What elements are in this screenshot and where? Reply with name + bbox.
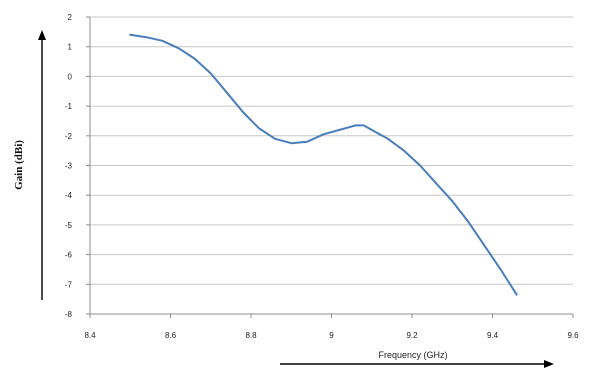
x-tick-label: 8.6 (165, 331, 177, 340)
y-tick-label: -3 (65, 162, 73, 171)
x-tick-label: 8.8 (245, 331, 257, 340)
x-tick-label: 9.6 (567, 331, 579, 340)
x-axis-arrow (280, 360, 554, 368)
y-axis-arrow (38, 30, 46, 300)
y-tick-label: -6 (65, 251, 73, 260)
y-tick-label: -4 (65, 191, 73, 200)
x-axis-title: Frequency (GHz) (378, 350, 447, 360)
data-series (129, 33, 518, 296)
x-tick-label: 9 (329, 331, 334, 340)
y-tick-label: 2 (68, 13, 73, 22)
x-tick-label: 9.2 (406, 331, 418, 340)
y-tick-labels: 2 1 0 -1 -2 -3 -4 -5 -6 -7 -8 (65, 13, 73, 319)
y-tick-label: 0 (68, 72, 73, 81)
y-tick-label: -2 (65, 132, 73, 141)
gain-series-line (129, 33, 518, 296)
x-tick-label: 8.4 (84, 331, 96, 340)
y-tick-label: -1 (65, 102, 73, 111)
x-tick-labels: 8.4 8.6 8.8 9 9.2 9.4 9.6 (84, 331, 579, 340)
y-tick-label: -7 (65, 280, 73, 289)
y-tick-label: -5 (65, 221, 73, 230)
y-tick-label: 1 (68, 43, 73, 52)
y-tick-label: -8 (65, 310, 73, 319)
y-axis-title: Gain (dBi) (13, 140, 25, 190)
plot-axes (86, 16, 574, 318)
x-tick-label: 9.4 (487, 331, 499, 340)
